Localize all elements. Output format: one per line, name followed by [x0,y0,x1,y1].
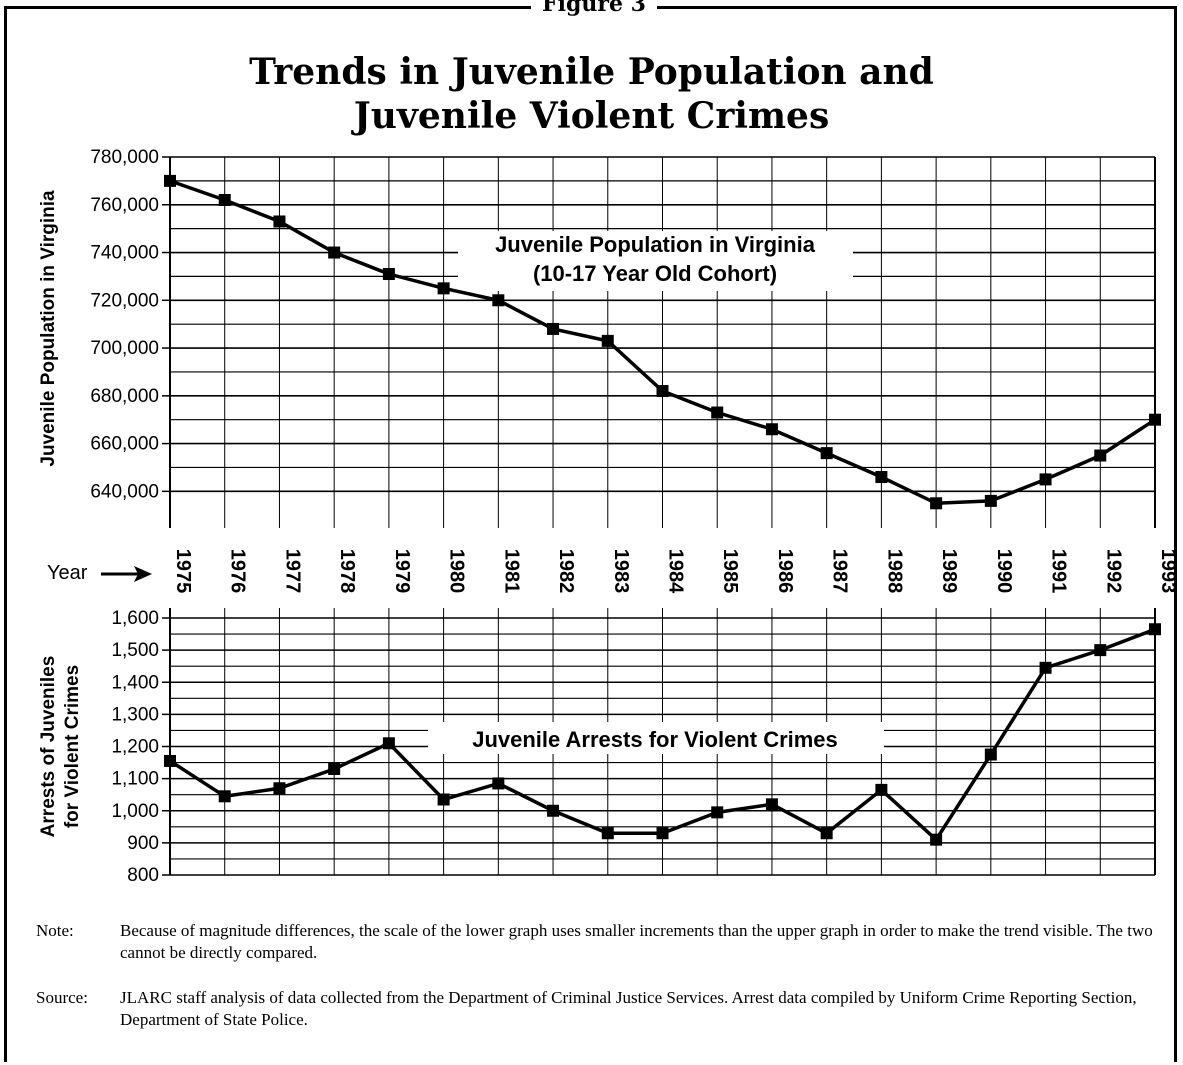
bottom-y-tick-label: 1,500 [111,640,159,661]
top-data-point [820,447,833,460]
bottom-data-point [820,827,833,840]
top-data-point [437,282,450,295]
top-data-point [218,193,231,206]
bottom-data-point [382,737,395,750]
bottom-y-tick-label: 1,400 [111,672,159,693]
top-data-point [984,494,997,507]
year-tick-label: 1983 [610,549,632,594]
top-data-point [1149,413,1161,426]
top-data-point [273,215,286,228]
year-tick-label: 1978 [336,549,358,594]
bottom-y-tick-label: 1,200 [111,737,159,758]
bottom-y-tick-label: 800 [127,865,159,886]
chart-title-line-2: Juvenile Violent Crimes [353,95,830,137]
top-data-point [1094,449,1107,462]
frame-top-right-rule [657,6,1177,9]
figure-frame [4,6,1177,1062]
top-y-tick-label: 660,000 [90,434,159,455]
bottom-annotation-bg [428,722,884,754]
bottom-data-point [328,762,341,775]
top-data-point [328,246,341,259]
bottom-y-axis-label-line-1: Arrests of Juveniles [38,656,59,838]
top-y-tick-label: 740,000 [90,243,159,264]
top-series-annotation-line-2: (10-17 Year Old Cohort) [533,261,777,286]
top-series-annotation-line-1: Juvenile Population in Virginia [495,232,816,257]
bottom-data-point [1039,661,1052,674]
bottom-data-point [547,804,560,817]
top-data-point [547,322,560,335]
bottom-data-point [218,790,231,803]
top-data-point [711,406,724,419]
top-y-tick-label: 720,000 [90,290,159,311]
year-arrow-icon [134,566,152,582]
bottom-series-annotation: Juvenile Arrests for Violent Crimes [472,727,838,752]
year-tick-label: 1977 [281,549,303,594]
bottom-y-tick-label: 1,100 [111,769,159,790]
source-label: Source: [36,988,88,1007]
source-text: JLARC staff analysis of data collected f… [120,988,1137,1029]
bottom-data-point [492,777,505,790]
year-tick-label: 1981 [500,549,522,594]
top-y-tick-label: 780,000 [90,147,159,168]
top-data-point [601,334,614,347]
top-data-point [492,294,505,307]
bottom-data-point [601,827,614,840]
bottom-data-point [656,827,669,840]
bottom-y-tick-label: 1,300 [111,704,159,725]
bottom-y-tick-label: 1,600 [111,608,159,629]
year-tick-label: 1975 [172,549,194,594]
chart-title-line-1: Trends in Juvenile Population and [249,51,934,93]
year-tick-label: 1992 [1102,549,1124,594]
bottom-y-axis-label-line-2: for Violent Crimes [62,665,83,828]
note-text: Because of magnitude differences, the sc… [120,921,1153,962]
bottom-data-point [984,748,997,761]
note-label: Note: [36,921,74,940]
bottom-data-point [437,793,450,806]
year-tick-label: 1993 [1157,549,1179,594]
year-axis-label: Year [47,562,88,584]
bottom-y-tick-label: 1,000 [111,801,159,822]
year-tick-label: 1980 [446,549,468,594]
top-data-point [930,497,943,510]
top-data-point [164,174,176,187]
year-tick-label: 1976 [227,549,249,594]
top-annotation-bg [458,231,853,291]
top-y-tick-label: 640,000 [90,481,159,502]
top-data-point [382,268,395,281]
source: Source: JLARC staff analysis of data col… [36,987,1166,1031]
year-tick-label: 1988 [883,549,905,594]
year-tick-label: 1985 [719,549,741,594]
top-y-tick-label: 680,000 [90,386,159,407]
year-tick-label: 1982 [555,549,577,594]
top-data-point [656,385,669,398]
year-tick-label: 1987 [829,549,851,594]
bottom-data-point [164,754,176,767]
bottom-data-point [875,783,888,796]
frame-top-left-rule [4,6,531,9]
year-tick-label: 1979 [391,549,413,594]
top-y-axis-label: Juvenile Population in Virginia [38,190,59,467]
bottom-data-point [1149,623,1161,636]
bottom-data-point [765,798,778,811]
chart-title: Trends in Juvenile Population and Juveni… [0,50,1183,138]
bottom-data-point [1094,644,1107,657]
figure-label: Figure 3 [542,0,646,17]
bottom-data-point [711,806,724,819]
top-y-tick-label: 700,000 [90,338,159,359]
top-data-point [765,423,778,436]
top-data-point [875,471,888,484]
bottom-y-tick-label: 900 [127,833,159,854]
year-tick-label: 1991 [1048,549,1070,594]
year-tick-label: 1989 [938,549,960,594]
year-tick-label: 1986 [774,549,796,594]
year-tick-label: 1984 [665,549,687,594]
bottom-data-point [273,782,286,795]
bottom-data-point [930,833,943,846]
year-tick-label: 1990 [993,549,1015,594]
top-y-tick-label: 760,000 [90,195,159,216]
note: Note: Because of magnitude differences, … [36,920,1166,964]
top-data-point [1039,473,1052,486]
